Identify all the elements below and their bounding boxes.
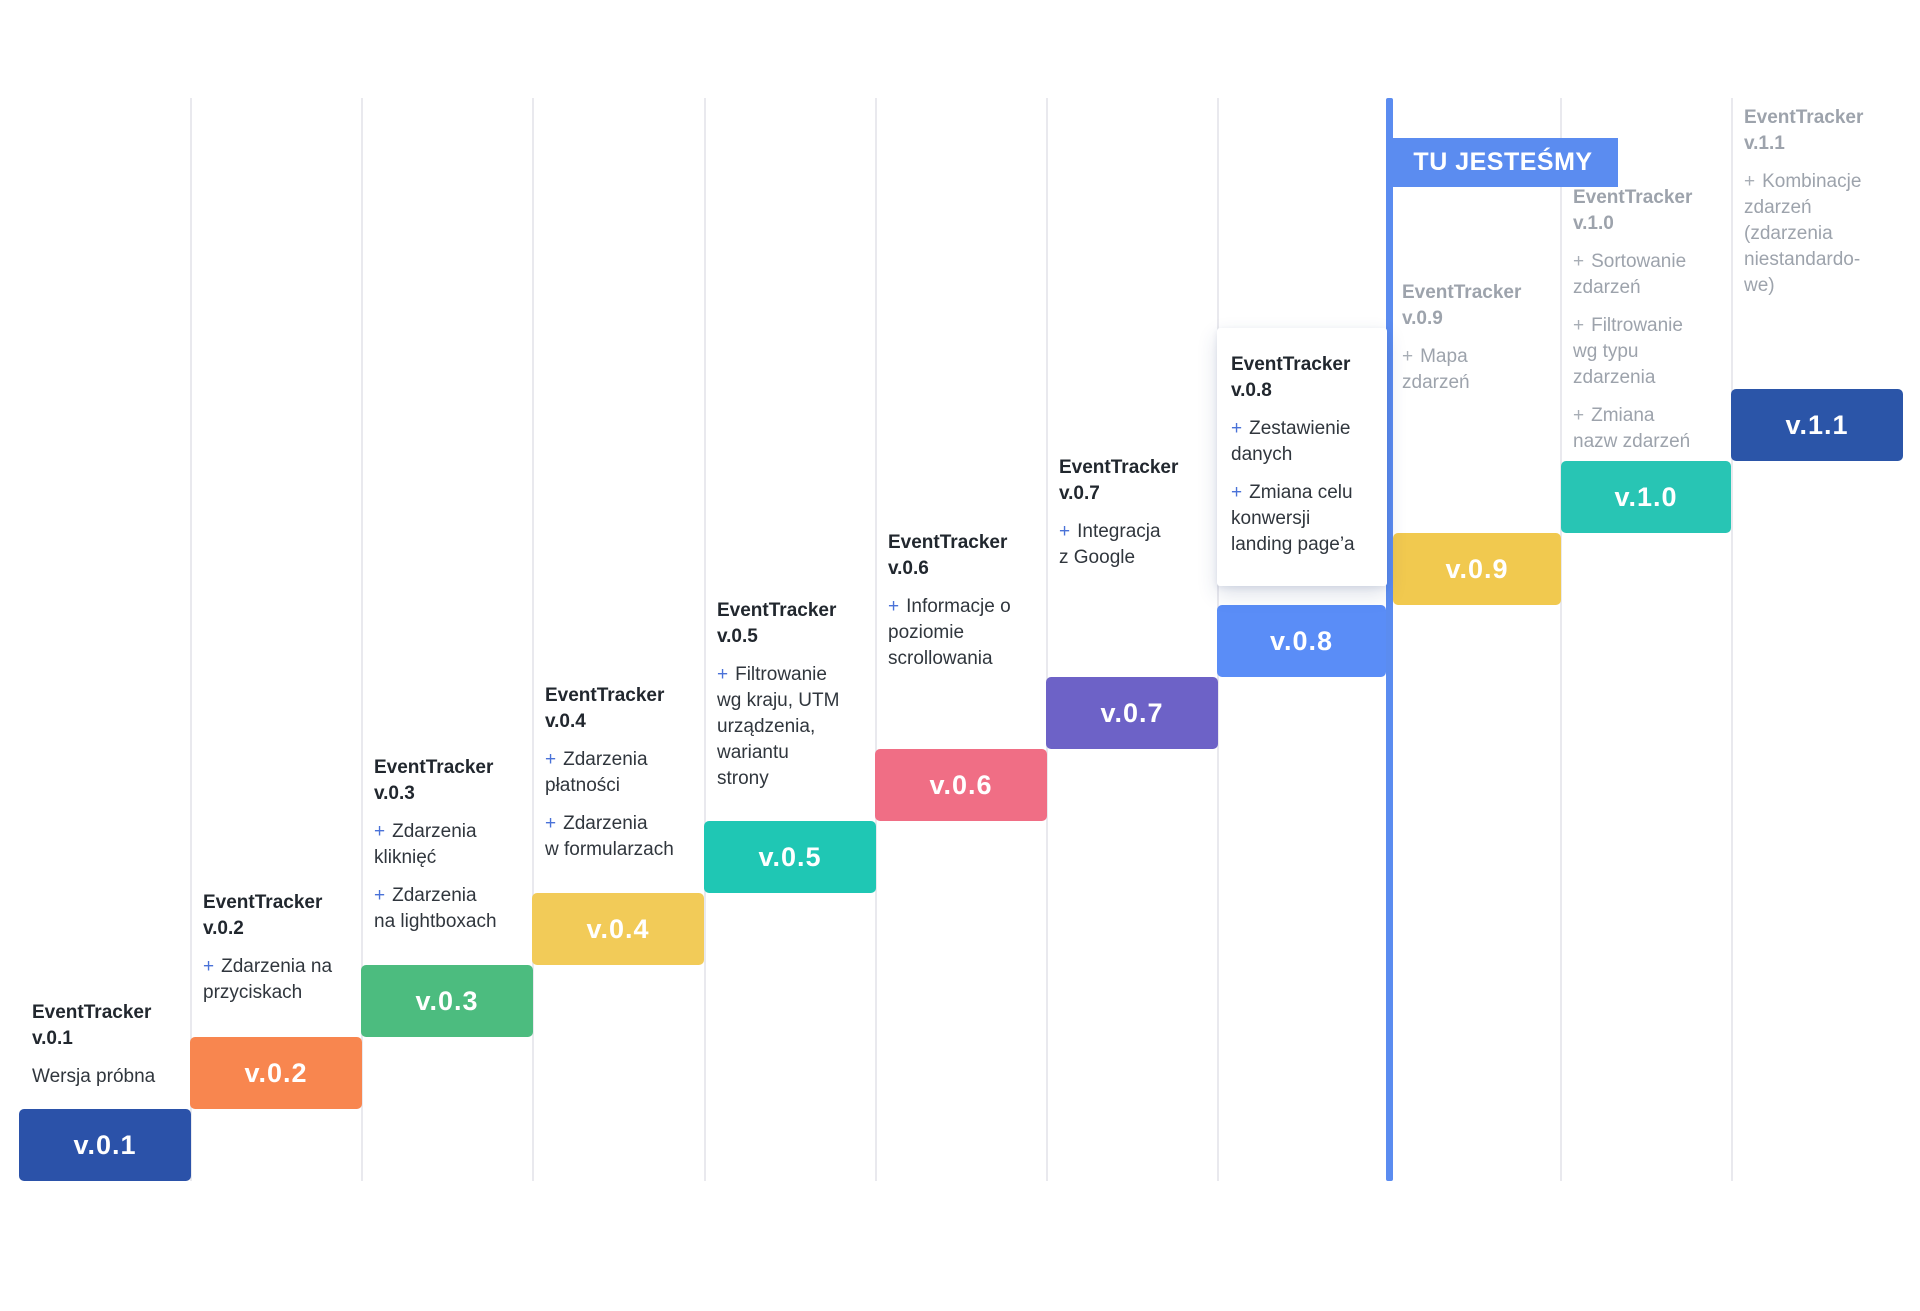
gridline: [875, 98, 877, 1181]
version-title: EventTracker v.0.7: [1059, 457, 1179, 504]
version-block-v0-5: v.0.5: [704, 821, 876, 893]
gridline: [190, 98, 192, 1181]
feature-item: + Zestawienie danych: [1231, 418, 1351, 465]
version-title: EventTracker v.0.6: [888, 532, 1008, 579]
feature-item: + Informacje o poziomie scrollowania: [888, 596, 1011, 669]
version-block-v0-6: v.0.6: [875, 749, 1047, 821]
version-block-v0-1: v.0.1: [19, 1109, 191, 1181]
version-block-v0-9: v.0.9: [1393, 533, 1561, 605]
plus-icon: +: [545, 749, 557, 770]
gridline: [361, 98, 363, 1181]
plus-icon: +: [374, 885, 386, 906]
plus-icon: +: [1402, 346, 1414, 367]
plus-icon: +: [1744, 171, 1756, 192]
feature-item: + Filtrowanie wg kraju, UTM urządzenia, w…: [717, 664, 840, 789]
plus-icon: +: [888, 596, 900, 617]
feature-item: + Zmiana celu konwersji landing page’a: [1231, 482, 1355, 555]
version-notes-v0-2: EventTracker v.0.2 + Zdarzenia na przycis…: [203, 890, 355, 1006]
version-block-v0-8: v.0.8: [1217, 605, 1386, 677]
plus-icon: +: [545, 813, 557, 834]
version-notes-v1-1: EventTracker v.1.1 + Kombinacje zdarzeń (…: [1744, 105, 1896, 299]
feature-item: + Zdarzenia na lightboxach: [374, 885, 497, 932]
version-notes-v0-8: EventTracker v.0.8 + Zestawienie danych +…: [1231, 352, 1377, 558]
version-notes-v0-1: EventTracker v.0.1 Wersja próbna: [32, 1000, 184, 1090]
plus-icon: +: [203, 956, 215, 977]
version-block-v1-0: v.1.0: [1561, 461, 1731, 533]
plus-icon: +: [1573, 405, 1585, 426]
feature-item: + Zmiana nazw zdarzeń: [1573, 405, 1691, 452]
feature-item: + Zdarzenia w formularzach: [545, 813, 674, 860]
feature-item: Wersja próbna: [32, 1066, 156, 1087]
version-title: EventTracker v.0.3: [374, 757, 494, 804]
feature-item: + Sortowanie zdarzeń: [1573, 251, 1687, 298]
current-position-line: [1386, 98, 1393, 1181]
version-block-v0-7: v.0.7: [1046, 677, 1218, 749]
plus-icon: +: [1231, 482, 1243, 503]
version-notes-v0-3: EventTracker v.0.3 + Zdarzenia kliknięć +…: [374, 755, 526, 935]
version-notes-v0-6: EventTracker v.0.6 + Informacje o poziomi…: [888, 530, 1040, 672]
version-block-v1-1: v.1.1: [1731, 389, 1903, 461]
plus-icon: +: [1231, 418, 1243, 439]
version-block-v0-3: v.0.3: [361, 965, 533, 1037]
gridline: [532, 98, 534, 1181]
feature-item: + Zdarzenia płatności: [545, 749, 648, 796]
feature-item: + Filtrowanie wg typu zdarzenia: [1573, 315, 1683, 388]
version-notes-v1-0: EventTracker v.1.0 + Sortowanie zdarzeń +…: [1573, 185, 1725, 455]
highlight-card-v0-8: EventTracker v.0.8 + Zestawienie danych +…: [1217, 328, 1387, 586]
version-title: EventTracker v.0.1: [32, 1002, 152, 1049]
gridline: [1046, 98, 1048, 1181]
gridline: [704, 98, 706, 1181]
plus-icon: +: [1573, 251, 1585, 272]
version-title: EventTracker v.1.1: [1744, 107, 1864, 154]
version-notes-v0-5: EventTracker v.0.5 + Filtrowanie wg kraju…: [717, 598, 869, 792]
version-notes-v0-4: EventTracker v.0.4 + Zdarzenia płatności …: [545, 683, 697, 863]
feature-item: + Integracja z Google: [1059, 521, 1161, 568]
version-notes-v0-7: EventTracker v.0.7 + Integracja z Google: [1059, 455, 1211, 571]
version-title: EventTracker v.0.9: [1402, 282, 1522, 329]
feature-item: + Zdarzenia na przyciskach: [203, 956, 333, 1003]
plus-icon: +: [1573, 315, 1585, 336]
plus-icon: +: [1059, 521, 1071, 542]
version-title: EventTracker v.0.8: [1231, 354, 1351, 401]
gridline: [1560, 98, 1562, 1181]
version-notes-v0-9: EventTracker v.0.9 + Mapa zdarzeń: [1402, 280, 1554, 396]
version-title: EventTracker v.1.0: [1573, 187, 1693, 234]
feature-item: + Mapa zdarzeń: [1402, 346, 1470, 393]
current-position-badge: TU JESTEŚMY: [1388, 138, 1618, 187]
current-position-label: TU JESTEŚMY: [1413, 148, 1593, 176]
version-title: EventTracker v.0.2: [203, 892, 323, 939]
gridline: [1731, 98, 1733, 1181]
plus-icon: +: [374, 821, 386, 842]
version-title: EventTracker v.0.4: [545, 685, 665, 732]
feature-item: + Zdarzenia kliknięć: [374, 821, 477, 868]
version-block-v0-4: v.0.4: [532, 893, 704, 965]
version-block-v0-2: v.0.2: [190, 1037, 362, 1109]
plus-icon: +: [717, 664, 729, 685]
version-title: EventTracker v.0.5: [717, 600, 837, 647]
feature-item: + Kombinacje zdarzeń (zdarzenia niestanda…: [1744, 171, 1862, 296]
